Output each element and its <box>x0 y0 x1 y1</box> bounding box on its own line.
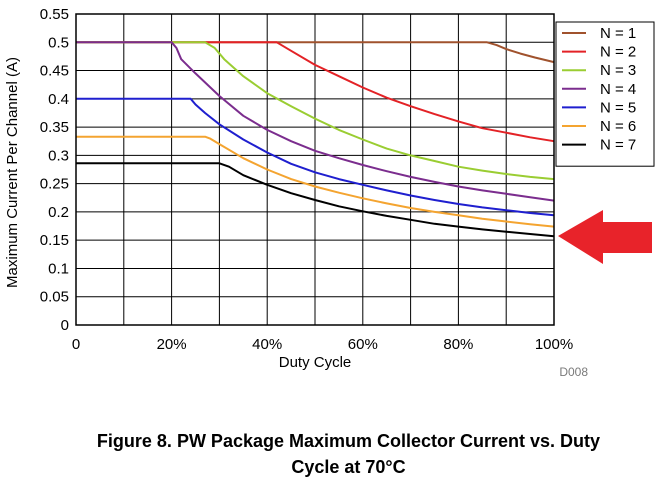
y-tick-label: 0.25 <box>40 176 69 193</box>
series-line-5 <box>76 97 555 217</box>
plot-frame <box>75 13 555 326</box>
series-line-3 <box>76 41 555 181</box>
legend: N = 1 N = 2N = 3 N = 4N = 5 N = 6 N = 7 <box>555 21 655 167</box>
y-tick-label: 0.5 <box>48 34 69 51</box>
series-line-4 <box>76 41 555 202</box>
legend-label: N = 6 <box>600 118 636 135</box>
series-line-6 <box>76 135 555 228</box>
x-tick-label: 20% <box>157 336 187 353</box>
duty-cycle-chart: 0 20% 40% 60% 80% 100% 0 0.05 0.1 0.15 0.2 0.25 0.3… <box>4 6 655 379</box>
arrow-left-icon <box>558 210 652 264</box>
series-lines <box>76 41 555 238</box>
x-axis-title: Duty Cycle <box>279 354 352 371</box>
y-tick-label: 0.1 <box>48 260 69 277</box>
legend-label: N = 7 <box>600 137 636 154</box>
y-tick-label: 0.3 <box>48 147 69 164</box>
arrow-shape <box>558 210 652 264</box>
x-tick-labels: 0 20% 40% 60% 80% 100% <box>72 336 573 353</box>
y-tick-labels: 0 0.05 0.1 0.15 0.2 0.25 0.3 0.35 0.4 0.45 0.5 0.55 <box>40 6 69 334</box>
caption-line-2: Cycle at 70°C <box>291 457 406 477</box>
grid-lines <box>75 13 555 326</box>
legend-label: N = 3 <box>600 62 636 79</box>
figure-caption: Figure 8. PW Package Maximum Collector C… <box>40 428 657 480</box>
x-tick-label: 60% <box>348 336 378 353</box>
y-tick-label: 0.45 <box>40 63 69 80</box>
x-tick-label: 100% <box>535 336 573 353</box>
legend-label: N = 1 <box>600 25 636 42</box>
figure-code: D008 <box>559 365 588 379</box>
caption-line-1: Figure 8. PW Package Maximum Collector C… <box>96 431 601 451</box>
y-tick-label: 0.05 <box>40 289 69 306</box>
x-tick-label: 0 <box>72 336 80 353</box>
series-line-2 <box>76 41 555 143</box>
x-tick-label: 40% <box>252 336 282 353</box>
y-tick-label: 0.35 <box>40 119 69 136</box>
legend-label: N = 2 <box>600 44 636 61</box>
y-tick-label: 0.55 <box>40 6 69 23</box>
series-line-7 <box>76 162 555 238</box>
y-axis-title: Maximum Current Per Channel (A) <box>4 57 21 288</box>
y-tick-label: 0 <box>61 317 69 334</box>
series-line-1 <box>76 41 555 64</box>
legend-box <box>555 21 655 167</box>
x-tick-label: 80% <box>443 336 473 353</box>
y-tick-label: 0.15 <box>40 232 69 249</box>
y-tick-label: 0.2 <box>48 204 69 221</box>
y-tick-label: 0.4 <box>48 91 69 108</box>
legend-label: N = 5 <box>600 99 636 116</box>
legend-label: N = 4 <box>600 81 636 98</box>
